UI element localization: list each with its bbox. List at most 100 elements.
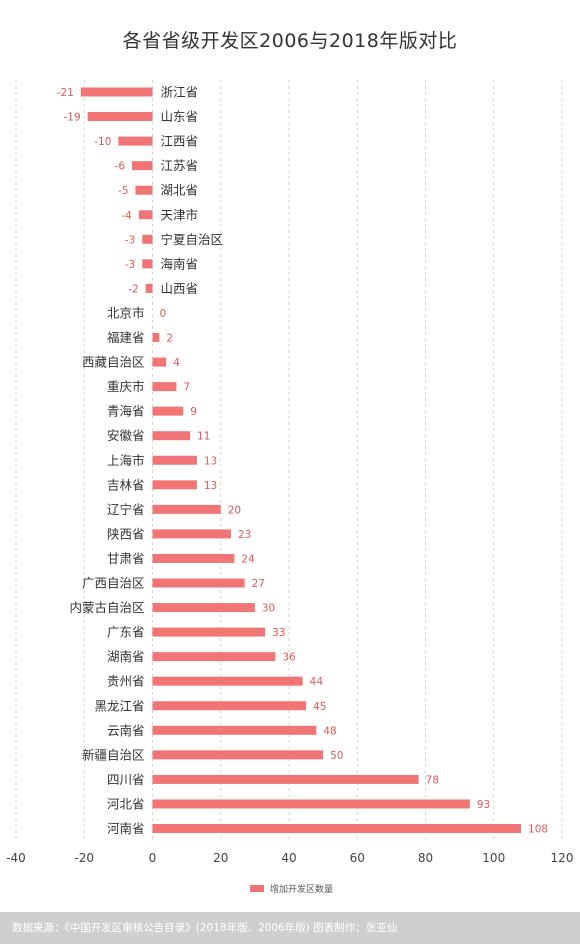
category-label: 北京市 <box>107 305 145 320</box>
labels: 浙江省 -21 山东省 -19 江西省 -10 江苏省 -6 湖北省 -5 天津市 -4 宁夏自治区 -3… <box>57 85 548 837</box>
bar <box>152 480 197 490</box>
legend-label: 增加开发区数量 <box>270 885 334 895</box>
bar <box>152 725 317 735</box>
bar <box>152 627 266 637</box>
category-label: 新疆自治区 <box>82 747 145 762</box>
bar <box>152 455 197 465</box>
bar <box>152 824 522 833</box>
category-label: 宁夏自治区 <box>161 232 224 247</box>
value-label: -10 <box>94 136 111 148</box>
value-label: -5 <box>118 185 128 197</box>
value-label: 20 <box>228 504 241 516</box>
category-label: 重庆市 <box>107 379 145 394</box>
bar <box>138 210 153 220</box>
category-label: 河北省 <box>107 796 145 811</box>
value-label: 108 <box>528 824 548 836</box>
category-label: 广西自治区 <box>82 576 145 591</box>
x-tick-label: 80 <box>418 851 433 865</box>
x-tick-label: 40 <box>281 851 296 865</box>
value-label: 78 <box>426 774 439 786</box>
bar <box>152 431 191 441</box>
bar <box>152 603 255 613</box>
bar <box>152 504 221 514</box>
value-label: 2 <box>166 333 173 345</box>
value-label: 7 <box>183 382 190 394</box>
value-label: 0 <box>160 308 167 320</box>
chart-title: 各省省级开发区2006与2018年版对比 <box>122 30 458 52</box>
category-label: 江西省 <box>161 134 199 149</box>
bar <box>152 676 303 686</box>
value-label: 30 <box>262 603 275 615</box>
bar <box>152 529 231 539</box>
category-label: 内蒙古自治区 <box>69 600 144 615</box>
value-label: 36 <box>282 652 296 664</box>
category-label: 黑龙江省 <box>94 698 144 713</box>
x-tick-label: 60 <box>350 851 365 865</box>
source-footer: 数据来源：《中国开发区审核公告目录》(2018年版、2006年版) 图表制作：张… <box>0 912 580 944</box>
x-tick-label: -40 <box>6 851 26 865</box>
bar <box>152 799 470 809</box>
category-label: 海南省 <box>161 256 199 271</box>
bar <box>142 234 153 244</box>
category-label: 湖南省 <box>107 649 145 664</box>
value-label: 9 <box>190 406 197 418</box>
x-axis-ticks: -40 -20 0 20 40 60 80 100 120 <box>6 851 573 865</box>
bar <box>118 136 153 146</box>
value-label: -3 <box>125 259 135 271</box>
value-label: 45 <box>313 701 326 713</box>
bar <box>135 185 153 195</box>
bar <box>152 578 245 588</box>
legend-swatch <box>250 885 264 892</box>
bar <box>132 161 153 171</box>
category-label: 西藏自治区 <box>82 355 145 370</box>
value-label: -2 <box>128 283 138 295</box>
value-label: 50 <box>330 750 343 762</box>
value-label: 11 <box>197 431 210 443</box>
value-label: -3 <box>125 234 135 246</box>
category-label: 湖北省 <box>161 183 199 198</box>
category-label: 青海省 <box>107 404 145 419</box>
category-label: 吉林省 <box>107 477 145 492</box>
bar <box>145 283 153 293</box>
bar <box>152 406 184 416</box>
value-label: 4 <box>173 357 180 369</box>
value-label: -6 <box>115 161 126 173</box>
bar <box>87 112 153 122</box>
category-label: 河南省 <box>107 821 145 836</box>
bar <box>152 774 419 784</box>
category-label: 天津市 <box>161 207 199 222</box>
x-tick-label: 120 <box>551 851 574 865</box>
value-label: -19 <box>64 112 81 124</box>
category-label: 山东省 <box>161 109 199 124</box>
category-label: 云南省 <box>107 723 145 738</box>
category-label: 陕西省 <box>107 526 145 541</box>
bar <box>152 382 177 392</box>
value-label: 24 <box>241 553 255 565</box>
bar <box>152 333 160 342</box>
value-label: 48 <box>323 725 336 737</box>
bar <box>142 259 153 269</box>
category-label: 安徽省 <box>107 428 145 443</box>
category-label: 四川省 <box>107 772 145 787</box>
bar <box>152 357 167 367</box>
x-tick-label: 100 <box>482 851 505 865</box>
x-tick-label: -20 <box>74 851 94 865</box>
value-label: 44 <box>310 676 324 688</box>
grid-lines <box>15 80 563 842</box>
bar <box>152 553 235 563</box>
value-label: 33 <box>272 627 285 639</box>
value-label: 13 <box>204 480 217 492</box>
category-label: 福建省 <box>107 330 145 345</box>
category-label: 山西省 <box>161 281 199 296</box>
x-tick-label: 0 <box>149 851 157 865</box>
value-label: 93 <box>477 799 490 811</box>
category-label: 甘肃省 <box>107 551 145 566</box>
category-label: 江苏省 <box>161 158 199 173</box>
category-label: 广东省 <box>107 625 145 640</box>
bar <box>152 750 324 760</box>
value-label: -4 <box>121 210 132 222</box>
value-label: -21 <box>57 87 74 99</box>
category-label: 浙江省 <box>161 85 199 100</box>
legend: 增加开发区数量 <box>250 882 333 895</box>
